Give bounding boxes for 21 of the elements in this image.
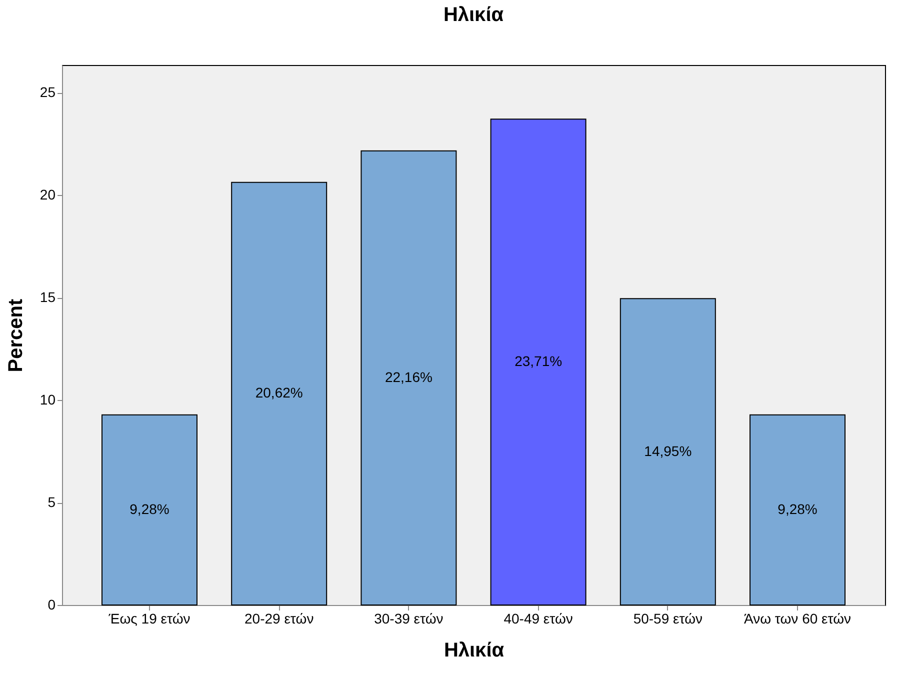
x-tick-label: 30-39 ετών xyxy=(374,610,444,626)
data-label: 20,62% xyxy=(255,384,303,401)
data-label: 9,28% xyxy=(778,500,818,517)
y-tick-label: 5 xyxy=(48,494,56,510)
y-tick-label: 15 xyxy=(40,289,56,306)
y-tick-label: 25 xyxy=(40,84,56,100)
y-tick-label: 10 xyxy=(40,392,56,408)
data-label: 14,95% xyxy=(644,442,692,459)
data-label: 23,71% xyxy=(514,353,562,370)
x-axis-title: Ηλικία xyxy=(444,640,505,662)
x-tick-label: Άνω των 60 ετών xyxy=(744,610,852,626)
y-tick-label: 0 xyxy=(48,596,56,612)
y-tick-label: 20 xyxy=(40,186,56,203)
x-tick-label: Έως 19 ετών xyxy=(108,610,190,626)
x-tick-label: 50-59 ετών xyxy=(633,610,703,626)
data-label: 9,28% xyxy=(130,500,170,517)
y-axis-title: Percent xyxy=(4,298,27,372)
x-tick-label: 40-49 ετών xyxy=(504,610,573,626)
data-label: 22,16% xyxy=(384,368,432,385)
x-tick-label: 20-29 ετών xyxy=(244,610,314,626)
chart-title: Ηλικία xyxy=(443,4,504,26)
